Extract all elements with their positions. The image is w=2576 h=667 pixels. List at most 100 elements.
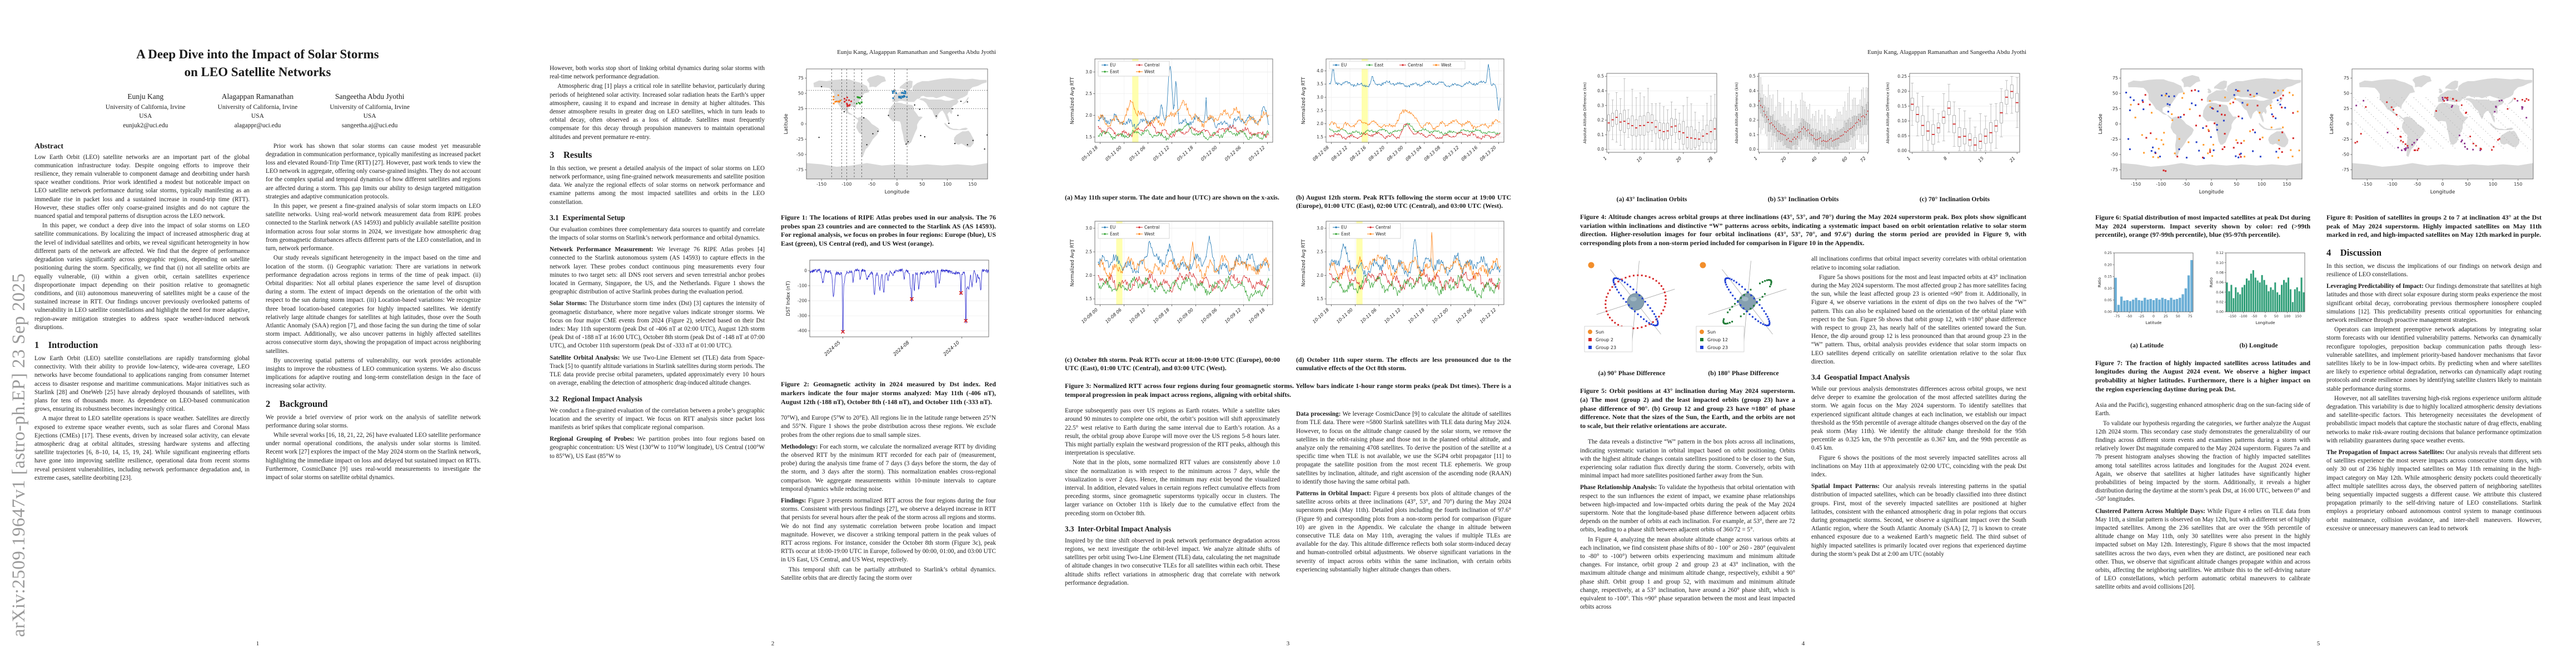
svg-text:0: 0 bbox=[804, 268, 807, 273]
svg-text:-50: -50 bbox=[868, 182, 875, 187]
figure-4a-boxplot: 0.0 0.1 0.2 0.3 0.4 0.5 1 10 20 28 Absolute Altitu… bbox=[1583, 73, 1717, 163]
figure-subcaption: (c) October 8th storm. Peak RTTs occur a… bbox=[1065, 356, 1280, 372]
svg-text:Central: Central bbox=[1144, 225, 1159, 230]
svg-text:08-13 20: 08-13 20 bbox=[1478, 145, 1497, 162]
page4-top-figures: 0.0 0.1 0.2 0.3 0.4 0.5 1 10 20 28 Absolute Altitu… bbox=[1580, 0, 2026, 247]
svg-text:10-12 00: 10-12 00 bbox=[1431, 307, 1449, 325]
svg-text:10-11 18: 10-11 18 bbox=[1407, 307, 1426, 325]
figure-row: 0.00 0.05 0.10 0.15 0.20 0.25 -75 -50 -25 0 25 50 75… bbox=[2095, 247, 2310, 355]
svg-text:0: 0 bbox=[2264, 315, 2266, 318]
svg-text:75: 75 bbox=[2112, 76, 2118, 81]
paragraph: Findings: Figure 3 presents normalized R… bbox=[781, 497, 996, 564]
svg-text:100: 100 bbox=[2258, 182, 2266, 187]
paragraph: 70°W), and Europe (5°W to 20°E). All reg… bbox=[781, 415, 996, 439]
figure-subcaption: (b) August 12th storm. Peak RTTs followi… bbox=[1296, 193, 1511, 210]
svg-text:Longitude: Longitude bbox=[2256, 321, 2275, 325]
figure-cell: 0.0 0.1 0.2 0.3 0.4 0.5 1 20 40 60 72 Absolute Alti… bbox=[1732, 67, 1875, 209]
svg-text:0.25: 0.25 bbox=[2104, 251, 2112, 255]
svg-text:2024-08: 2024-08 bbox=[892, 340, 911, 358]
svg-text:0.10: 0.10 bbox=[2104, 287, 2112, 291]
paragraph-lead: Phase Relationship Analysis: bbox=[1580, 484, 1657, 491]
svg-text:50: 50 bbox=[2176, 315, 2180, 318]
figure-caption: Figure 7: The fraction of highly impacte… bbox=[2095, 359, 2310, 393]
svg-text:Normalized Avg RTT: Normalized Avg RTT bbox=[1070, 77, 1075, 125]
svg-text:08-12 08: 08-12 08 bbox=[1312, 145, 1330, 162]
paragraph-lead: Spatial Impact Patterns: bbox=[1811, 483, 1880, 490]
svg-text:150: 150 bbox=[2283, 182, 2291, 187]
svg-text:-25: -25 bbox=[2342, 137, 2349, 142]
page-5: -150 -100 -50 0 50 100 150 -75 -50 -25 0 25 50 75 Long… bbox=[2061, 0, 2576, 667]
svg-text:-75: -75 bbox=[2111, 167, 2118, 172]
svg-text:0.2: 0.2 bbox=[1749, 118, 1756, 123]
figure-row: Sun Group 2 Group 23 (a) 90° Phase Differen… bbox=[1580, 255, 1795, 383]
page4-left-column: Sun Group 2 Group 23 (a) 90° Phase Differen… bbox=[1580, 255, 1795, 613]
author-block: Eunju Kang University of California, Irv… bbox=[34, 92, 481, 130]
svg-text:3.0: 3.0 bbox=[1317, 226, 1323, 231]
svg-text:0.08: 0.08 bbox=[2216, 271, 2224, 275]
svg-text:-25: -25 bbox=[2111, 137, 2118, 142]
svg-text:50: 50 bbox=[2112, 91, 2118, 96]
svg-text:0.04: 0.04 bbox=[2216, 291, 2224, 295]
svg-text:2.0: 2.0 bbox=[1085, 113, 1092, 118]
svg-text:10-08 12: 10-08 12 bbox=[1128, 307, 1147, 325]
svg-text:Central: Central bbox=[1376, 225, 1391, 230]
page2-left-column: However, both works stop short of linkin… bbox=[550, 64, 765, 462]
paragraph-lead: The Propagation of Impact across Satelli… bbox=[2326, 449, 2445, 456]
svg-text:40: 40 bbox=[1810, 156, 1818, 163]
paragraph: Atmospheric drag [1] plays a critical ro… bbox=[550, 83, 765, 141]
paper-title-line2: on LEO Satellite Networks bbox=[184, 65, 331, 79]
svg-text:05-12 00: 05-12 00 bbox=[1200, 145, 1218, 162]
figure: -150 -100 -50 0 50 100 150 -75 -50 -25 0 25 50 75 Long… bbox=[2095, 66, 2310, 210]
svg-text:1: 1 bbox=[1602, 156, 1608, 161]
paragraph: While our previous analysis demonstrates… bbox=[1811, 386, 2026, 452]
figure: 1.5 2.0 2.5 3.0 3.5 4.0 08-12 08 08-12 12 08-12 … bbox=[1296, 54, 1511, 192]
figure-cell: 0.0 0.1 0.2 0.3 0.4 0.5 1 10 20 28 Absolute Altitu… bbox=[1580, 67, 1723, 209]
svg-text:28: 28 bbox=[1706, 156, 1714, 163]
paragraph-lead: Findings: bbox=[781, 497, 806, 504]
figure-cell: 0.00 0.05 0.10 0.15 0.20 0.25 1 8 15 21 Absolute A… bbox=[1883, 67, 2026, 209]
figure-subcaption: (c) 70° Inclination Orbits bbox=[1919, 195, 1990, 203]
svg-text:05-12 06: 05-12 06 bbox=[1224, 145, 1242, 162]
page3-left-column: Europe subsequently pass over US regions… bbox=[1065, 407, 1280, 589]
page-number: 3 bbox=[1286, 640, 1290, 647]
svg-text:3.0: 3.0 bbox=[1317, 94, 1323, 99]
subsection-heading: 3.4 Geospatial Impact Analysis bbox=[1811, 373, 1910, 382]
figure: Sun Group 12 Group 23 bbox=[1692, 256, 1795, 368]
paragraph: Our study reveals significant heterogene… bbox=[266, 255, 481, 355]
svg-text:2.5: 2.5 bbox=[1317, 108, 1323, 113]
figure-8-groups-map: -150 -100 -50 0 50 100 150 -75 -50 -25 0 25 50 75 Long… bbox=[2329, 68, 2534, 195]
svg-text:0.00: 0.00 bbox=[2104, 310, 2112, 314]
paragraph: In this paper, we conduct a deep dive in… bbox=[34, 222, 250, 331]
svg-text:10-11 06: 10-11 06 bbox=[1359, 307, 1378, 325]
svg-text:-100: -100 bbox=[2387, 182, 2397, 187]
svg-text:Latitude: Latitude bbox=[2329, 113, 2335, 135]
figure: Sun Group 2 Group 23 bbox=[1580, 256, 1683, 368]
svg-text:75: 75 bbox=[2344, 76, 2349, 81]
paragraph: A major threat to LEO satellite operatio… bbox=[34, 415, 250, 481]
page5-left-column: -150 -100 -50 0 50 100 150 -75 -50 -25 0 25 50 75 Long… bbox=[2095, 64, 2310, 593]
svg-text:0.00: 0.00 bbox=[1897, 148, 1907, 153]
page5-right-column: -150 -100 -50 0 50 100 150 -75 -50 -25 0 25 50 75 Long… bbox=[2326, 64, 2542, 534]
svg-text:25: 25 bbox=[798, 106, 804, 111]
svg-text:10-11 12: 10-11 12 bbox=[1383, 307, 1402, 325]
svg-text:-25: -25 bbox=[796, 137, 804, 142]
svg-text:10-09 06: 10-09 06 bbox=[1200, 307, 1218, 325]
figure: 0 -100 -200 -300 -400 2024-05 2024-08 2024-10 DS… bbox=[781, 256, 996, 376]
paragraph: Europe subsequently pass over US regions… bbox=[1065, 407, 1280, 457]
svg-text:2024-05: 2024-05 bbox=[823, 340, 841, 357]
svg-text:West: West bbox=[1441, 63, 1451, 68]
svg-text:East: East bbox=[1374, 63, 1383, 68]
svg-text:1.5: 1.5 bbox=[1317, 135, 1323, 140]
figure-6-impact-map: -150 -100 -50 0 50 100 150 -75 -50 -25 0 25 50 75 Long… bbox=[2098, 68, 2303, 195]
figure-cell: 1.5 2.0 2.5 3.0 10-10 18 10-11 00 10-11 06 10-1… bbox=[1296, 216, 1511, 378]
svg-text:10-08 00: 10-08 00 bbox=[1080, 307, 1099, 325]
running-header: Eunju Kang, Alagappan Ramanathan and San… bbox=[837, 49, 996, 56]
page4-right-column: all inclinations confirms that orbital i… bbox=[1811, 255, 2026, 560]
paragraph: Satellite Orbital Analysis: We use Two-L… bbox=[550, 354, 765, 387]
svg-text:10-08 18: 10-08 18 bbox=[1152, 307, 1170, 325]
paragraph: Patterns in Orbital Impact: Figure 4 pre… bbox=[1296, 490, 1512, 573]
subsection-heading: 3.2 Regional Impact Analysis bbox=[550, 394, 642, 403]
figure-caption: Figure 8: Position of satellites in grou… bbox=[2326, 213, 2542, 239]
paragraph: Solar Storms: The Disturbance storm time… bbox=[550, 300, 765, 350]
paragraph-lead: Solar Storms: bbox=[550, 300, 587, 307]
